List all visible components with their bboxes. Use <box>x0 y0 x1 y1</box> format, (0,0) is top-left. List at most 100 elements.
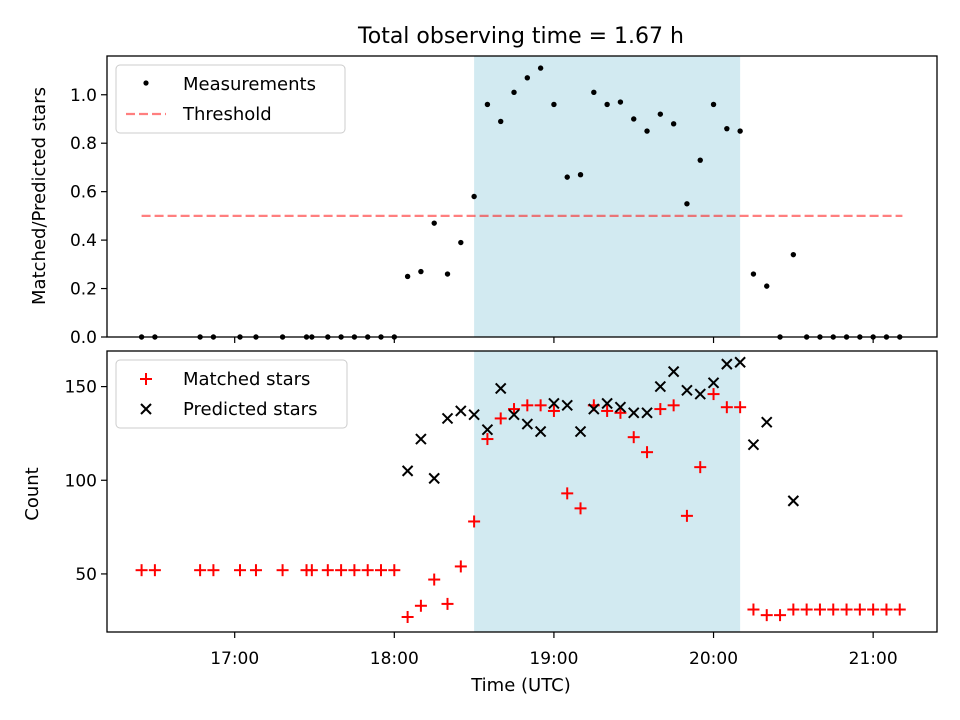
matched-star-point <box>614 406 627 419</box>
predicted-star-point <box>694 388 706 400</box>
legend-label-measurements: Measurements <box>183 74 316 95</box>
measurement-point <box>404 273 411 280</box>
matched-star-point <box>454 560 467 573</box>
matched-star-point <box>276 564 289 577</box>
matched-star-point <box>335 564 348 577</box>
measurement-point <box>750 271 757 277</box>
x-tick-label: 19:00 <box>529 649 578 669</box>
legend-label-threshold: Threshold <box>182 104 272 125</box>
predicted-star-point <box>574 425 587 438</box>
bottom-panel: 50 100 150 17:00 18:00 19:00 20:00 21:00 Count… <box>22 350 938 696</box>
top-legend: Measurements Threshold <box>115 64 346 134</box>
predicted-star-point <box>588 403 600 415</box>
predicted-star-point <box>548 397 560 410</box>
x-tick-label: 20:00 <box>689 649 738 669</box>
y-tick-label: 50 <box>75 565 97 585</box>
x-tick-label: 17:00 <box>210 649 259 669</box>
measurement-point <box>511 89 517 96</box>
matched-star-point <box>361 564 374 577</box>
predicted-star-point <box>508 408 520 421</box>
x-axis-label: Time (UTC) <box>470 675 571 696</box>
measurement-point <box>591 89 597 96</box>
matched-star-point <box>547 404 560 417</box>
matched-star-point <box>641 446 654 459</box>
predicted-star-point <box>681 384 693 397</box>
matched-star-point <box>574 502 587 515</box>
measurement-point <box>617 99 624 105</box>
matched-star-point <box>827 603 840 616</box>
predicted-star-point <box>468 408 480 421</box>
top-y-ticks: 0.0 0.2 0.4 0.6 0.8 1.0 <box>70 86 107 348</box>
top-legend-box <box>115 64 346 134</box>
predicted-star-point <box>734 356 746 368</box>
matched-star-point <box>680 509 693 522</box>
y-tick-label: 0.6 <box>70 183 97 203</box>
measurement-point <box>564 174 570 180</box>
measurement-point <box>471 193 477 200</box>
predicted-star-point <box>614 401 627 413</box>
matched-star-point <box>534 399 547 412</box>
predicted-star-point <box>747 438 760 451</box>
y-tick-label: 0.0 <box>70 328 97 348</box>
y-tick-label: 0.4 <box>70 231 97 251</box>
predicted-star-point <box>654 380 667 393</box>
top-y-axis-label: Matched/Predicted stars <box>29 87 50 305</box>
matched-star-point <box>720 401 733 414</box>
matched-star-point <box>734 401 747 414</box>
legend-measurement-marker <box>143 80 149 86</box>
legend-label-matched: Matched stars <box>183 369 310 390</box>
matched-star-point <box>760 609 773 622</box>
matched-star-point <box>787 603 800 616</box>
y-tick-label: 100 <box>65 471 97 491</box>
predicted-star-point <box>441 412 454 425</box>
y-tick-label: 0.8 <box>70 134 97 154</box>
legend-label-predicted: Predicted stars <box>183 399 317 420</box>
predicted-star-point <box>521 418 534 430</box>
matched-star-point <box>840 603 853 616</box>
measurement-point <box>537 65 544 71</box>
bottom-y-axis-label: Count <box>22 467 43 520</box>
matched-star-point <box>249 564 262 577</box>
matched-star-point <box>813 603 826 616</box>
predicted-star-point <box>707 377 720 389</box>
matched-star-point <box>601 404 614 417</box>
matched-star-point <box>694 461 707 474</box>
measurement-point <box>670 121 677 127</box>
bottom-axes-frame <box>106 350 938 633</box>
measurement-point <box>577 171 584 178</box>
y-tick-label: 0.2 <box>70 280 97 300</box>
measurement-point <box>710 101 717 108</box>
top-axes-frame <box>106 55 938 338</box>
top-x-ticks <box>234 337 874 343</box>
matched-star-point <box>508 403 521 416</box>
predicted-star-point <box>628 407 640 419</box>
measurement-point <box>697 157 703 163</box>
predicted-star-point <box>401 465 414 477</box>
matched-star-point <box>654 403 667 416</box>
matched-star-point <box>481 433 494 446</box>
matched-star-point <box>375 564 388 577</box>
top-observing-span <box>474 56 741 337</box>
matched-star-point <box>148 564 161 577</box>
measurement-point <box>498 118 504 125</box>
measurement-point <box>604 101 610 108</box>
matched-star-point <box>880 603 893 616</box>
predicted-star-point <box>761 416 773 428</box>
matched-star-point <box>867 603 880 616</box>
x-tick-label: 18:00 <box>370 649 419 669</box>
matched-star-point <box>800 603 813 616</box>
matched-star-point <box>401 611 414 624</box>
predicted-star-point <box>415 433 427 445</box>
predicted-star-point <box>721 358 733 370</box>
measurement-point <box>551 101 557 108</box>
bottom-legend-box <box>115 359 348 429</box>
y-tick-label: 150 <box>65 378 97 398</box>
predicted-star-point <box>641 407 653 419</box>
matched-star-point <box>135 564 148 577</box>
bottom-y-ticks: 50 100 150 <box>65 378 107 585</box>
measurement-point <box>724 125 730 132</box>
chart-title: Total observing time = 1.67 h <box>357 24 684 49</box>
predicted-star-point <box>787 495 800 507</box>
matched-star-point <box>627 431 640 444</box>
